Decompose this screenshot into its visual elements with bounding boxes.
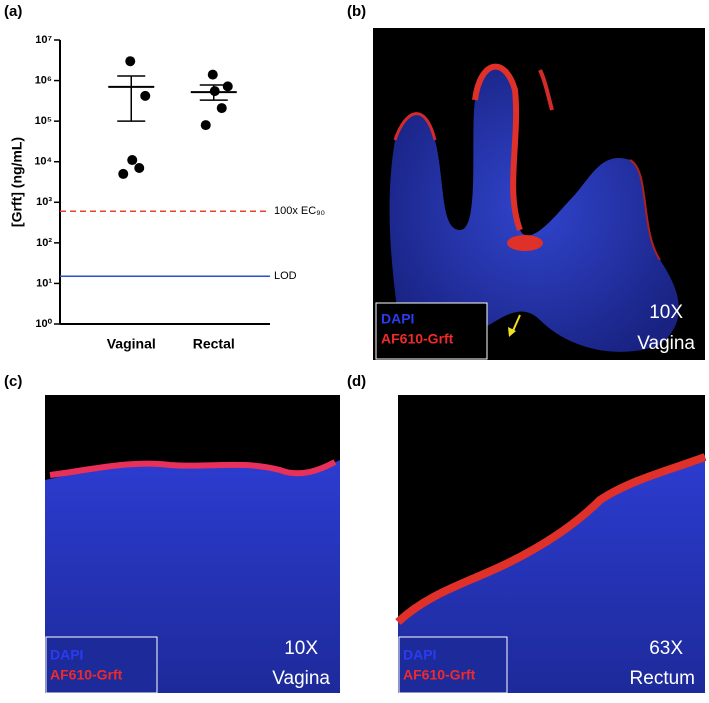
legend-entry: AF610-Grft xyxy=(403,667,476,683)
data-point xyxy=(222,81,233,92)
data-point xyxy=(127,155,138,166)
micrograph-c xyxy=(45,395,340,694)
magnification: 10X xyxy=(649,302,683,323)
data-point xyxy=(140,90,151,101)
y-tick-label: 10⁴ xyxy=(34,156,52,168)
legend-entry: AF610-Grft xyxy=(50,667,123,683)
data-point xyxy=(216,103,227,114)
y-tick-label: 10² xyxy=(36,237,52,249)
legend-entry: AF610-Grft xyxy=(381,331,454,347)
x-tick-label: Vaginal xyxy=(107,336,156,352)
data-point xyxy=(134,162,145,173)
y-axis-label: [Grft] (ng/mL) xyxy=(9,137,25,227)
reference-label: 100x EC₉₀ xyxy=(274,205,325,217)
data-point xyxy=(125,56,136,67)
micrograph-b xyxy=(373,28,705,360)
tissue-label: Vagina xyxy=(637,333,695,354)
micrograph-d xyxy=(395,395,707,694)
y-tick-label: 10⁰ xyxy=(35,318,52,330)
data-point xyxy=(200,120,211,131)
magnification: 10X xyxy=(284,638,318,659)
legend-entry: DAPI xyxy=(403,647,436,663)
y-tick-label: 10¹ xyxy=(36,277,52,289)
panel-label: (b) xyxy=(347,3,366,20)
reference-label: LOD xyxy=(274,270,297,282)
y-tick-label: 10³ xyxy=(36,196,52,208)
data-point xyxy=(207,69,218,80)
panel-label: (a) xyxy=(4,3,22,20)
legend-entry: DAPI xyxy=(381,311,414,327)
panel-label: (c) xyxy=(4,373,22,390)
y-tick-label: 10⁷ xyxy=(35,34,52,46)
y-tick-label: 10⁶ xyxy=(35,74,52,86)
tissue-label: Vagina xyxy=(272,668,330,689)
x-tick-label: Rectal xyxy=(193,336,235,352)
legend-entry: DAPI xyxy=(50,647,83,663)
magnification: 63X xyxy=(649,638,683,659)
panel-label: (d) xyxy=(347,373,366,390)
y-tick-label: 10⁵ xyxy=(35,115,52,127)
data-point xyxy=(118,168,129,179)
tissue-label: Rectum xyxy=(630,668,695,689)
